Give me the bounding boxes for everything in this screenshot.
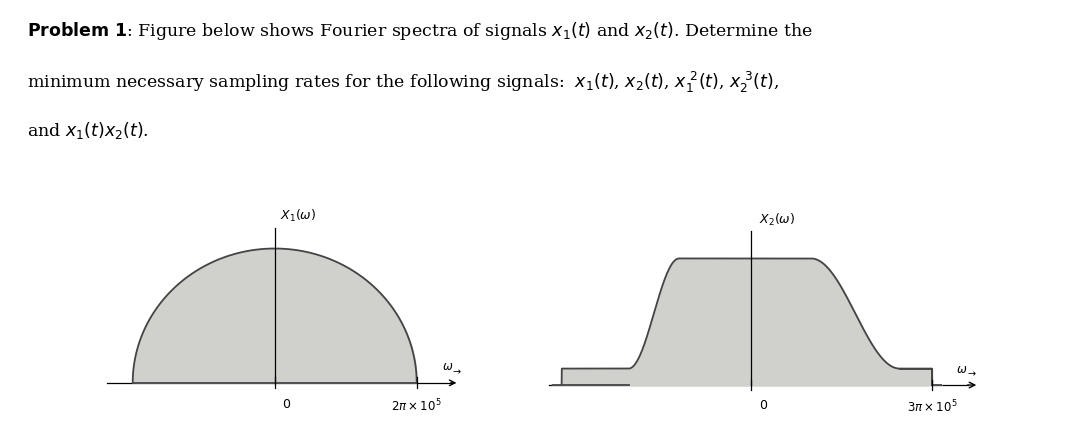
Text: $\omega$: $\omega$ (956, 363, 967, 376)
Text: $\rightarrow$: $\rightarrow$ (450, 366, 462, 376)
Text: $0$: $0$ (758, 399, 768, 412)
Text: and $x_1(t)x_2(t)$.: and $x_1(t)x_2(t)$. (27, 120, 149, 141)
Text: minimum necessary sampling rates for the following signals:  $x_1(t)$, $x_2(t)$,: minimum necessary sampling rates for the… (27, 70, 779, 95)
Text: $\mathbf{Problem\ 1}$: Figure below shows Fourier spectra of signals $x_1(t)$ an: $\mathbf{Problem\ 1}$: Figure below show… (27, 20, 813, 42)
Text: $0$: $0$ (282, 398, 291, 411)
Text: $\omega$: $\omega$ (443, 360, 454, 374)
Text: $\rightarrow$: $\rightarrow$ (967, 369, 978, 379)
Text: $X_1(\omega)$: $X_1(\omega)$ (281, 208, 316, 224)
Text: $2\pi \times 10^5$: $2\pi \times 10^5$ (391, 398, 442, 414)
Text: $X_2(\omega)$: $X_2(\omega)$ (758, 212, 795, 228)
Text: $3\pi \times 10^5$: $3\pi \times 10^5$ (907, 399, 957, 416)
